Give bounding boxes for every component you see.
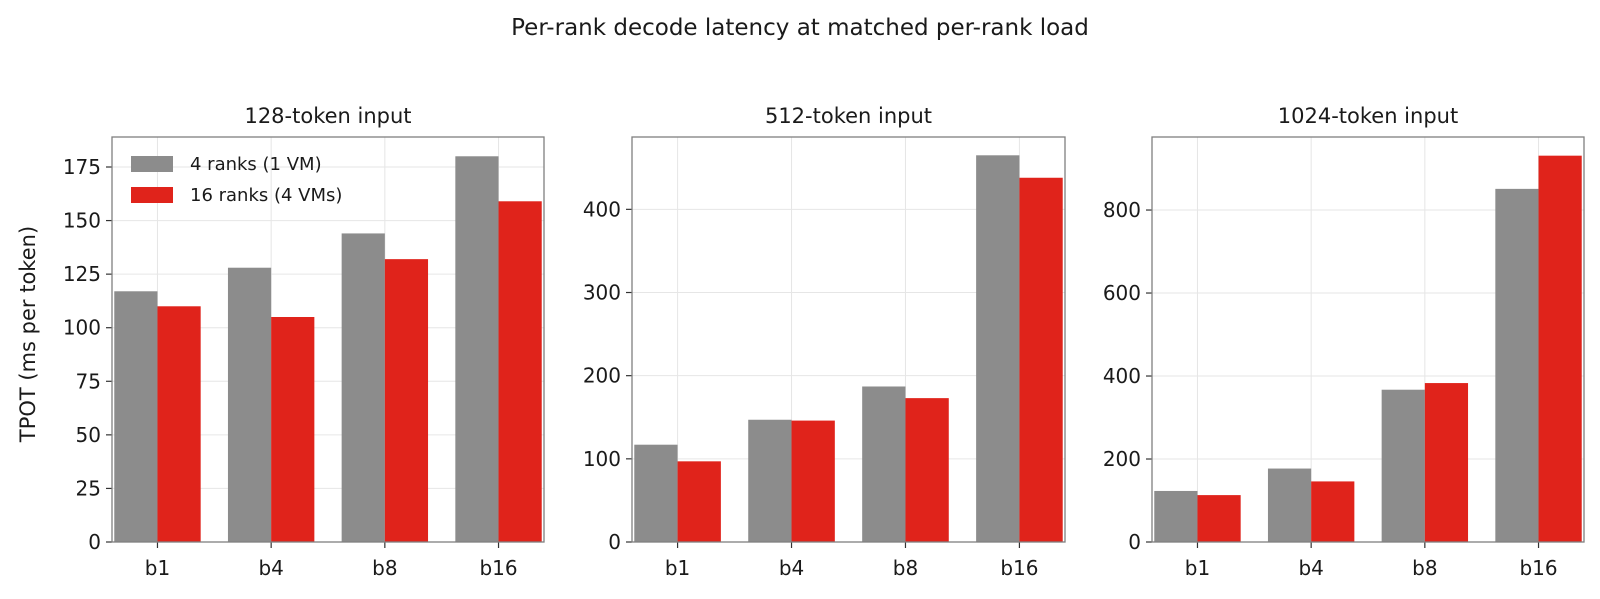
bar-b16-gray	[1495, 188, 1539, 542]
axes-frame	[111, 136, 545, 543]
bar-b8-gray	[862, 386, 906, 542]
bar-b1-gray	[634, 444, 678, 542]
y-tick-label: 0	[608, 530, 621, 554]
x-tick-label: b16	[1519, 556, 1557, 580]
y-tick-label: 800	[1103, 198, 1141, 222]
bar-b1-gray	[1154, 490, 1198, 542]
x-tick-label: b4	[1298, 556, 1323, 580]
legend-label: 16 ranks (4 VMs)	[190, 185, 342, 206]
bar-b16-gray	[976, 155, 1020, 542]
x-tick-label: b16	[479, 556, 517, 580]
x-tick-label: b1	[665, 556, 690, 580]
panel-3: 1024-token input 0 200 400 600 800 b1 b4 b8 b16	[1103, 104, 1585, 580]
panel-title: 1024-token input	[1278, 104, 1458, 128]
bar-b1-red	[157, 306, 201, 542]
bar-b1-red	[677, 461, 721, 542]
bar-b16-red	[1019, 177, 1063, 542]
y-tick-label: 175	[63, 155, 101, 179]
y-tick-label: 600	[1103, 281, 1141, 305]
x-tick-label: b4	[779, 556, 804, 580]
axes-frame	[631, 136, 1066, 543]
legend-label: 4 ranks (1 VM)	[190, 154, 322, 175]
bar-b8-red	[1424, 383, 1469, 542]
y-tick-label: 200	[583, 364, 621, 388]
x-tick-label: b1	[145, 556, 170, 580]
panel-1: 128-token input 0 25 50 75 100 125 150 175 b1 b4 b8…	[63, 104, 545, 580]
bar-b8-gray	[341, 233, 385, 542]
legend-swatch	[131, 156, 173, 172]
y-axis-label: TPOT (ms per token)	[16, 226, 40, 443]
bar-b8-red	[384, 259, 429, 542]
y-tick-label: 25	[76, 476, 101, 500]
y-tick-label: 200	[1103, 447, 1141, 471]
bar-b4-gray	[748, 419, 792, 542]
x-tick-label: b1	[1185, 556, 1210, 580]
bar-b16-gray	[455, 156, 499, 543]
x-tick-label: b8	[372, 556, 397, 580]
bar-b4-red	[271, 317, 315, 542]
x-tick-label: b8	[1412, 556, 1437, 580]
bar-b16-red	[1538, 155, 1582, 542]
panel-title: 128-token input	[244, 104, 411, 128]
x-tick-label: b8	[893, 556, 918, 580]
panels: 128-token input 0 25 50 75 100 125 150 175 b1 b4 b8…	[63, 104, 1585, 580]
axes-frame	[1151, 136, 1585, 543]
y-tick-label: 100	[63, 316, 101, 340]
bar-b4-red	[1311, 481, 1355, 542]
y-tick-label: 125	[63, 262, 101, 286]
x-tick-label: b16	[1000, 556, 1038, 580]
y-tick-label: 75	[76, 369, 101, 393]
y-tick-label: 0	[1128, 530, 1141, 554]
legend-swatch	[131, 187, 173, 203]
y-tick-label: 300	[583, 281, 621, 305]
legend: 4 ranks (1 VM) 16 ranks (4 VMs)	[131, 154, 342, 206]
y-tick-label: 400	[1103, 364, 1141, 388]
bar-b16-red	[498, 201, 542, 543]
bar-b4-gray	[1267, 468, 1312, 542]
bar-b1-red	[1197, 495, 1241, 542]
bar-b8-gray	[1381, 389, 1425, 542]
bar-b8-red	[905, 398, 949, 542]
panel-title: 512-token input	[765, 104, 932, 128]
y-tick-label: 100	[583, 447, 621, 471]
y-tick-label: 150	[63, 209, 101, 233]
bar-b4-gray	[227, 267, 272, 542]
figure-title: Per-rank decode latency at matched per-r…	[511, 15, 1089, 41]
y-tick-label: 50	[76, 423, 101, 447]
y-tick-label: 0	[88, 530, 101, 554]
x-tick-label: b4	[258, 556, 283, 580]
panel-2: 512-token input 0 100 200 300 400 b1 b4 b8 b16	[583, 104, 1066, 580]
y-tick-label: 400	[583, 197, 621, 221]
bar-b1-gray	[114, 291, 158, 542]
bar-b4-red	[791, 420, 835, 542]
